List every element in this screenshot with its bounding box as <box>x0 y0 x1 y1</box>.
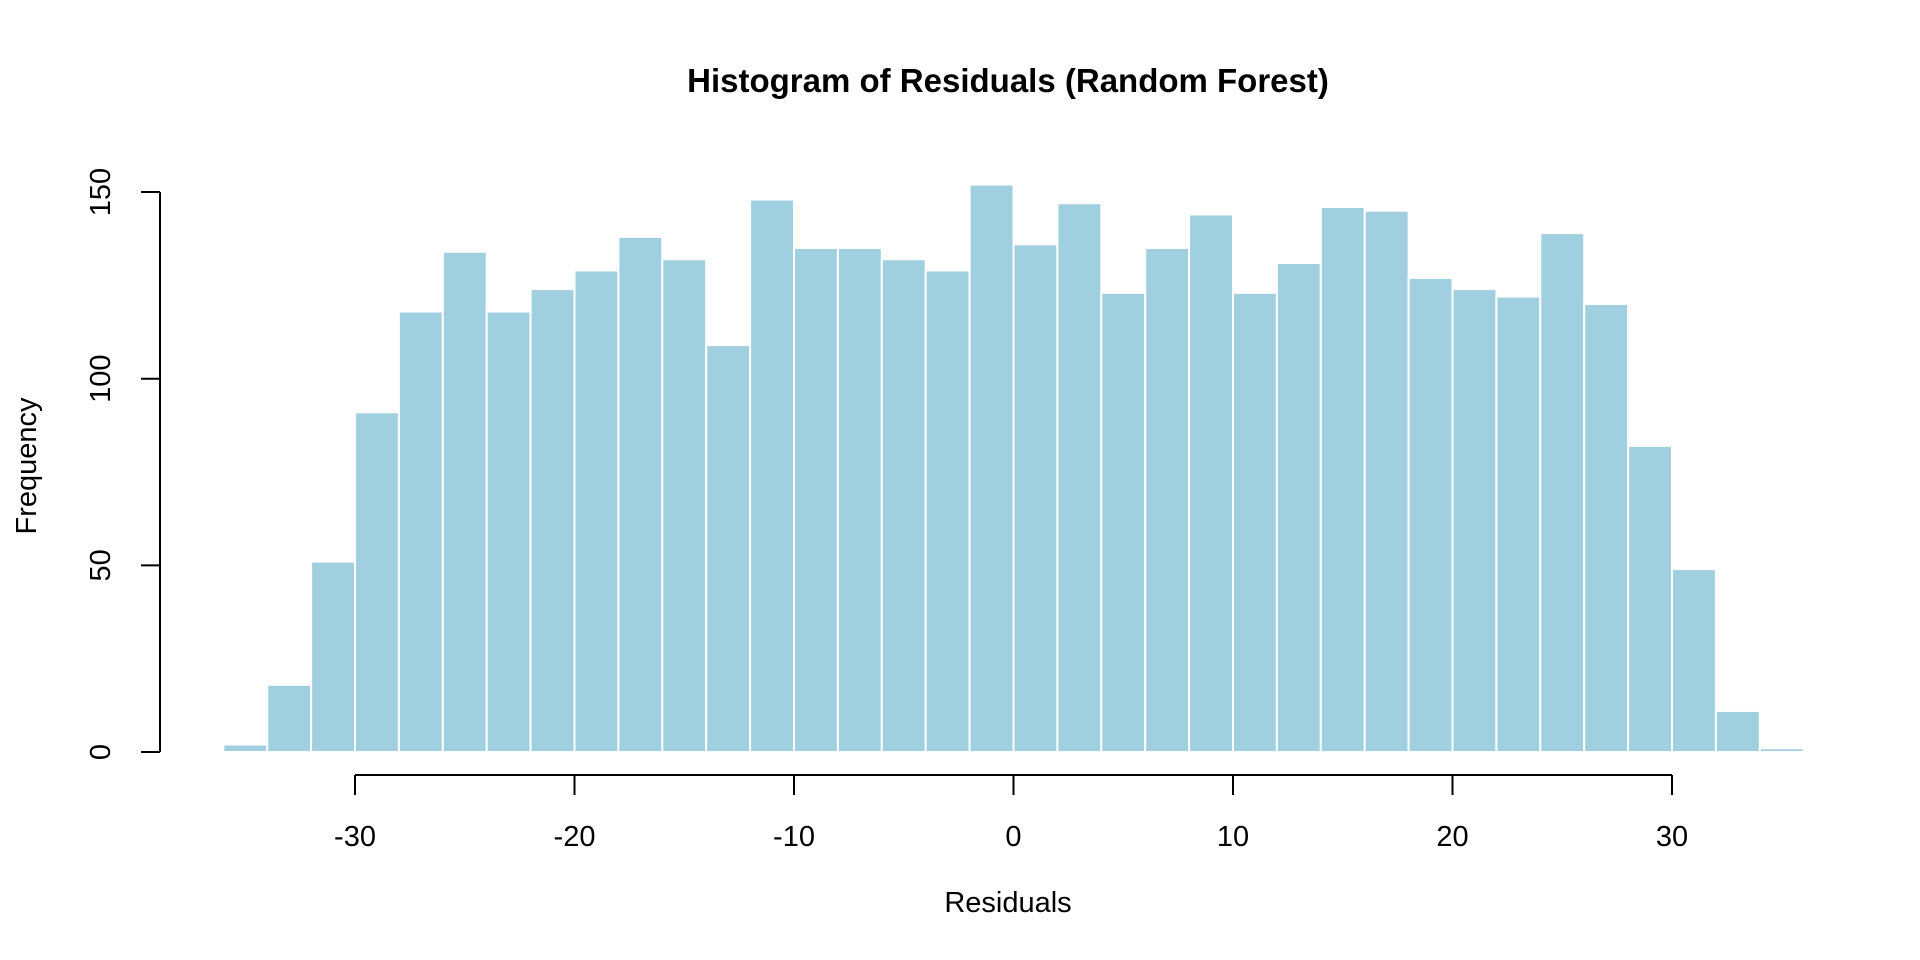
histogram-bar <box>749 198 795 754</box>
x-axis: -30 -20 -10 0 10 20 30 <box>334 774 1688 853</box>
histogram-bar <box>924 269 971 753</box>
histogram-bar <box>1671 568 1717 754</box>
x-tick-label: -30 <box>334 821 376 853</box>
histogram-bar <box>617 235 664 753</box>
x-tick-label: -20 <box>554 821 596 853</box>
y-tick-label: 50 <box>85 549 117 581</box>
histogram-bar <box>1363 209 1410 753</box>
histogram-bar <box>266 683 313 754</box>
y-axis-label: Frequency <box>11 397 43 535</box>
x-tick-label: 10 <box>1217 821 1249 853</box>
histogram-bar <box>1275 261 1322 753</box>
x-axis-label: Residuals <box>944 887 1071 919</box>
histogram-bar <box>1495 295 1542 753</box>
histogram-bar <box>1539 232 1586 754</box>
bars-group <box>222 183 1805 754</box>
y-tick-label: 150 <box>85 168 117 216</box>
histogram-bar <box>705 344 752 753</box>
histogram-bar <box>836 247 883 753</box>
histogram-bar <box>880 258 927 753</box>
histogram-bar <box>1319 205 1366 753</box>
y-tick-label: 0 <box>85 744 117 760</box>
histogram-bar <box>1451 288 1498 753</box>
histogram-bar <box>485 310 532 753</box>
histogram-bar <box>573 269 620 753</box>
x-tick-label: 20 <box>1436 821 1468 853</box>
histogram-bar <box>310 560 357 753</box>
histogram-bar <box>354 411 400 753</box>
x-tick-label: 0 <box>1005 821 1021 853</box>
x-tick-label: -10 <box>773 821 815 853</box>
histogram-bar <box>1583 303 1630 753</box>
histogram-bar <box>661 258 708 753</box>
histogram-bar <box>1407 276 1454 753</box>
histogram-bar <box>441 250 488 753</box>
histogram-bar <box>1188 213 1234 753</box>
histogram-bar <box>529 288 576 753</box>
y-axis: 0 50 100 150 <box>85 168 161 760</box>
histogram-bar <box>1232 291 1278 753</box>
histogram-bar <box>1627 444 1673 753</box>
histogram-bar <box>222 743 269 753</box>
histogram-bar <box>1012 243 1059 753</box>
histogram-bar <box>793 247 839 753</box>
histogram-bar <box>1056 202 1103 753</box>
chart-title: Histogram of Residuals (Random Forest) <box>687 62 1329 99</box>
histogram-bar <box>1714 709 1761 754</box>
x-tick-label: 30 <box>1656 821 1688 853</box>
histogram-bar <box>1758 747 1805 754</box>
histogram-bar <box>397 310 444 753</box>
histogram-bar <box>1144 247 1191 753</box>
histogram-bar <box>1100 291 1147 753</box>
y-tick-label: 100 <box>85 355 117 403</box>
histogram-bar <box>968 183 1015 754</box>
